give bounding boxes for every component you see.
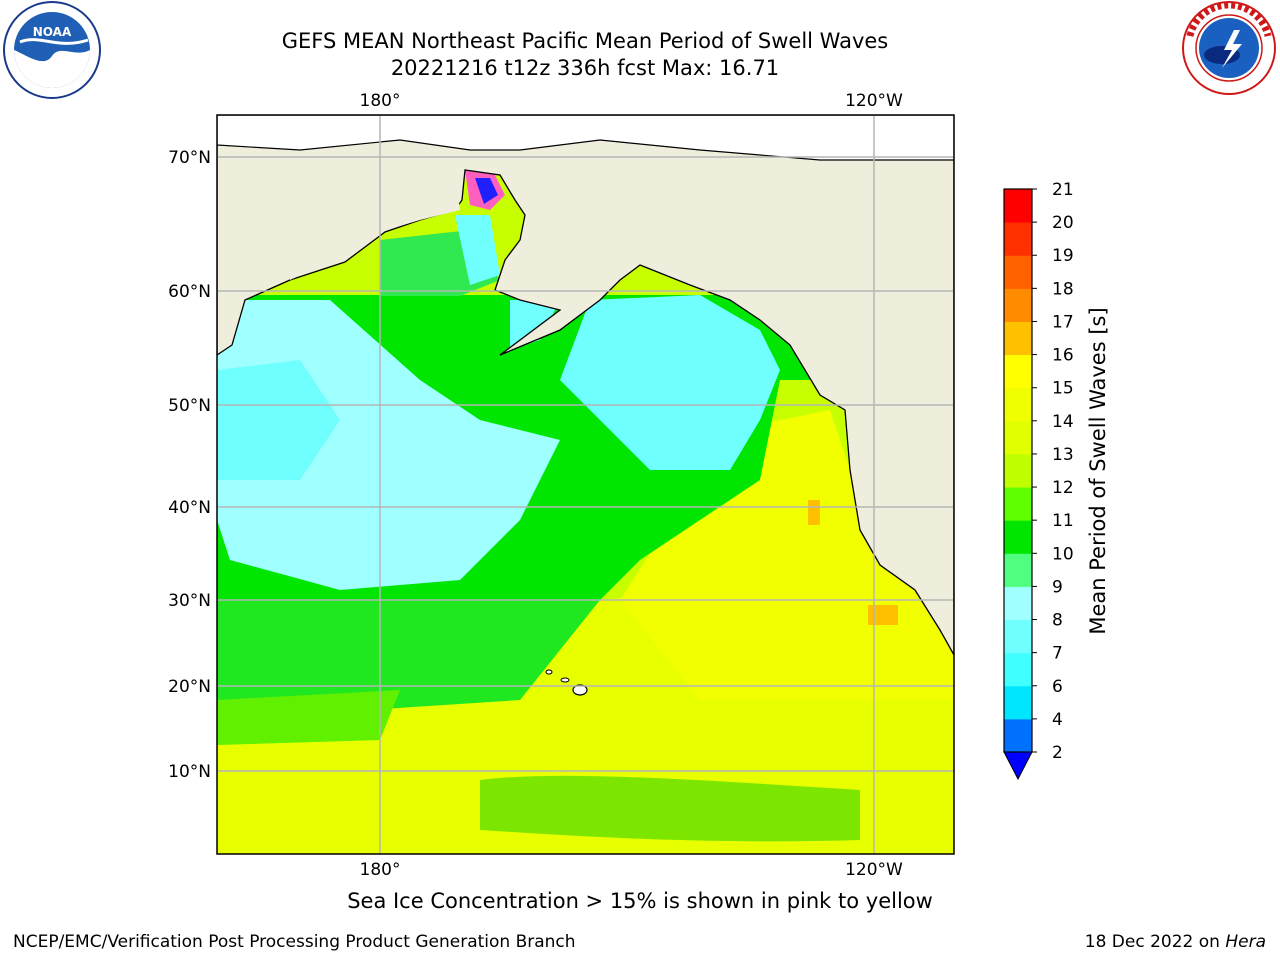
colorbar-segment [1004, 189, 1032, 223]
field-orange-spot-2 [868, 605, 898, 625]
colorbar-tick-label: 9 [1052, 577, 1063, 597]
colorbar-tick-label: 17 [1052, 312, 1074, 332]
chart-subtitle: 20221216 t12z 336h fcst Max: 16.71 [390, 56, 780, 80]
colorbar-segment [1004, 420, 1032, 455]
colorbar-tick-label: 18 [1052, 279, 1074, 299]
colorbar-segment [1004, 586, 1032, 621]
colorbar-segment [1004, 321, 1032, 356]
colorbar-segment [1004, 354, 1032, 389]
field-west-lightgreen [217, 690, 400, 745]
field-south-green-patch [480, 775, 860, 842]
colorbar-tick-label: 19 [1052, 246, 1074, 266]
colorbar-segment [1004, 387, 1032, 422]
colorbar-frame [1003, 188, 1033, 753]
lon-label-top-120w: 120°W [845, 91, 903, 111]
colorbar-segment [1004, 553, 1032, 587]
field-gulf-alaska-cyan [560, 295, 780, 470]
colorbar-segment [1004, 288, 1032, 322]
colorbar-segment [1004, 619, 1032, 654]
footer-host: Hera [1225, 932, 1266, 952]
colorbar-tick-label: 15 [1052, 379, 1074, 399]
colorbar-tick-label: 12 [1052, 478, 1074, 498]
lat-label-50n: 50°N [168, 396, 211, 416]
lat-label-30n: 30°N [168, 591, 211, 611]
colorbar-segment [1004, 520, 1032, 554]
lon-label-bottom-120w: 120°W [845, 860, 903, 880]
noaa-logo: NOAA [3, 1, 101, 99]
land-masses [217, 115, 954, 696]
colorbar-tick-label: 11 [1052, 511, 1074, 531]
colorbar-segment [1004, 718, 1032, 753]
colorbar-tick-label: 14 [1052, 412, 1074, 432]
field-west-green [217, 600, 600, 720]
colorbar-tick-label: 8 [1052, 611, 1063, 631]
footer-date-text: 18 Dec 2022 on [1084, 932, 1220, 952]
hawaii-oahu [545, 669, 553, 675]
field-orange-spot-1 [808, 500, 820, 525]
colorbar-label: Mean Period of Swell Waves [s] [1086, 307, 1110, 634]
colorbar-tick-label: 20 [1052, 213, 1074, 233]
colorbar-extend-min [1003, 751, 1033, 781]
land-siberia [290, 160, 460, 280]
arctic-ocean [217, 115, 954, 161]
svg-text:NOAA: NOAA [33, 25, 72, 39]
colorbar-segment [1004, 453, 1032, 488]
footer-credit: NCEP/EMC/Verification Post Processing Pr… [13, 932, 576, 952]
chart-title: GEFS MEAN Northeast Pacific Mean Period … [281, 29, 889, 53]
colorbar-segment [1004, 222, 1032, 256]
colorbar-tick-label: 16 [1052, 346, 1074, 366]
sea-ice-blue [475, 178, 498, 204]
lat-label-60n: 60°N [168, 282, 211, 302]
lat-label-70n: 70°N [168, 148, 211, 168]
colorbar-tick-label: 13 [1052, 445, 1074, 465]
national-weather-service-logo [1182, 1, 1276, 95]
colorbar-tick-label: 4 [1052, 710, 1063, 730]
sea-ice-caption: Sea Ice Concentration > 15% is shown in … [347, 889, 933, 913]
hawaii-big-island [572, 684, 588, 696]
colorbar-segment [1004, 652, 1032, 687]
lat-label-40n: 40°N [168, 498, 211, 518]
colorbar-tick-label: 7 [1052, 644, 1063, 664]
lat-label-20n: 20°N [168, 677, 211, 697]
graticule [217, 115, 954, 854]
colorbar-tick-label: 2 [1052, 743, 1063, 763]
lon-label-top-180: 180° [360, 91, 401, 111]
lon-label-bottom-180: 180° [360, 860, 401, 880]
map-frame [216, 114, 955, 855]
hawaii-maui [560, 677, 570, 683]
footer-date: 18 Dec 2022 on Hera [1085, 932, 1266, 952]
colorbar-segment [1004, 685, 1032, 720]
field-west-cyan [217, 360, 340, 480]
colorbar: 2 4 6 7 8 9 10 11 12 13 14 15 16 17 18 19 20 21 [1003, 180, 1074, 781]
field-bering-cyan [455, 215, 500, 285]
land-polygon [217, 115, 954, 657]
colorbar-segment [1004, 487, 1032, 521]
colorbar-tick-label: 10 [1052, 544, 1074, 564]
colorbar-segment [1004, 255, 1032, 289]
colorbar-tick-label: 6 [1052, 677, 1063, 697]
lat-label-10n: 10°N [168, 762, 211, 782]
colorbar-tick-label: 21 [1052, 180, 1074, 200]
